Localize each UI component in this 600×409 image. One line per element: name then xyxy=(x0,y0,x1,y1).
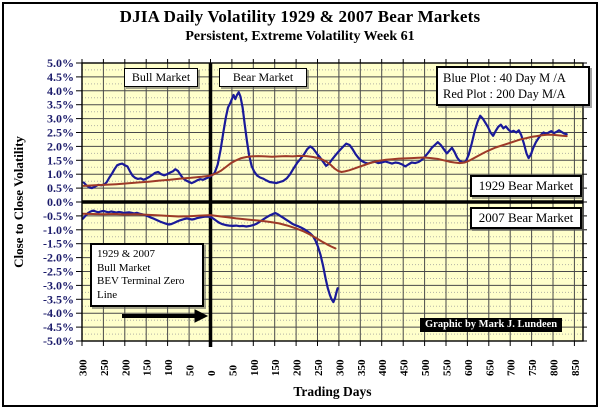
x-tick-label: 0 xyxy=(206,370,218,376)
x-tick-label: 500 xyxy=(420,359,432,376)
right-arrow xyxy=(122,309,209,323)
label-2007-bear-market: 2007 Bear Market xyxy=(470,207,582,229)
annotation-line: BEV Terminal Zero xyxy=(97,275,185,287)
x-tick-label: 300 xyxy=(334,359,346,376)
x-tick-label: 650 xyxy=(484,359,496,376)
series-1 xyxy=(82,133,568,187)
y-tick-label: -4.5% xyxy=(43,320,74,334)
annotation-line: Bull Market xyxy=(97,261,151,274)
y-axis-title: Close to Close Volatility xyxy=(11,136,26,268)
bear-market-label: Bear Market xyxy=(219,68,307,87)
legend-red-entry: Red Plot : 200 Day M/A xyxy=(443,87,566,101)
x-tick-labels: 300 250 200 150 100 50 0 50 100 150 200 250 300 350 40… xyxy=(78,359,582,376)
series-2 xyxy=(81,209,339,304)
legend-blue-entry: Blue Plot : 40 Day M /A xyxy=(443,71,566,85)
legend: Blue Plot : 40 Day M /A Red Plot : 200 D… xyxy=(436,66,590,106)
x-tick-label: 100 xyxy=(249,359,261,376)
x-axis-title: Trading Days xyxy=(293,384,372,399)
y-tick-label: -2.0% xyxy=(43,251,74,265)
label-1929-bear-market: 1929 Bear Market xyxy=(470,175,582,197)
y-tick-label: 1.0% xyxy=(47,167,74,181)
tick-marks xyxy=(76,59,587,346)
y-tick-label: 3.5% xyxy=(47,98,74,112)
y-tick-label: -1.0% xyxy=(43,223,74,237)
watermark-credit: Graphic by Mark J. Lundeen xyxy=(420,318,563,332)
x-tick-label: 200 xyxy=(120,359,132,376)
x-tick-label: 300 xyxy=(78,359,90,376)
y-tick-label: -1.5% xyxy=(43,237,74,251)
bull-market-label: Bull Market xyxy=(124,68,198,87)
chart-subtitle: Persistent, Extreme Volatility Week 61 xyxy=(185,29,415,44)
series-3 xyxy=(81,212,337,250)
y-tick-label: -5.0% xyxy=(43,334,74,348)
x-tick-label: 600 xyxy=(463,359,475,376)
y-tick-label: -2.5% xyxy=(43,265,74,279)
y-tick-label: 1.5% xyxy=(47,153,74,167)
x-tick-label: 150 xyxy=(270,359,282,376)
x-tick-label: 250 xyxy=(99,359,111,376)
annotation-line: 1929 & 2007 xyxy=(97,248,156,260)
y-tick-label: 4.0% xyxy=(47,84,74,98)
y-tick-label: 0.0% xyxy=(47,195,74,209)
x-tick-label: 200 xyxy=(292,359,304,376)
y-tick-label: -4.0% xyxy=(43,306,74,320)
x-tick-label: 800 xyxy=(549,359,561,376)
x-tick-label: 150 xyxy=(142,359,154,376)
y-tick-label: -3.5% xyxy=(43,292,74,306)
y-tick-label: 2.0% xyxy=(47,139,74,153)
y-tick-labels: 5.0%4.5%4.0%3.5%3.0%2.5%2.0%1.5%1.0%0.5%… xyxy=(43,56,74,348)
x-tick-label: 100 xyxy=(163,359,175,376)
y-tick-label: -0.5% xyxy=(43,209,74,223)
x-tick-label: 350 xyxy=(356,359,368,376)
x-tick-label: 50 xyxy=(185,365,197,377)
y-tick-label: 2.5% xyxy=(47,126,74,140)
bev-terminal-zero-annotation: 1929 & 2007 Bull Market BEV Terminal Zer… xyxy=(90,243,204,307)
x-tick-label: 400 xyxy=(377,359,389,376)
x-tick-label: 450 xyxy=(399,359,411,376)
x-tick-label: 750 xyxy=(527,359,539,376)
y-tick-label: 3.0% xyxy=(47,112,74,126)
x-tick-label: 50 xyxy=(227,365,239,377)
y-tick-label: 5.0% xyxy=(47,56,74,70)
y-tick-label: -3.0% xyxy=(43,278,74,292)
series-0 xyxy=(82,91,568,190)
annotation-line: Line xyxy=(97,288,118,301)
chart-title: DJIA Daily Volatility 1929 & 2007 Bear M… xyxy=(119,7,481,26)
x-tick-label: 250 xyxy=(313,359,325,376)
x-tick-label: 850 xyxy=(570,359,582,376)
x-tick-label: 550 xyxy=(442,359,454,376)
y-tick-label: 0.5% xyxy=(47,181,74,195)
y-tick-label: 4.5% xyxy=(47,70,74,84)
x-tick-label: 700 xyxy=(506,359,518,376)
